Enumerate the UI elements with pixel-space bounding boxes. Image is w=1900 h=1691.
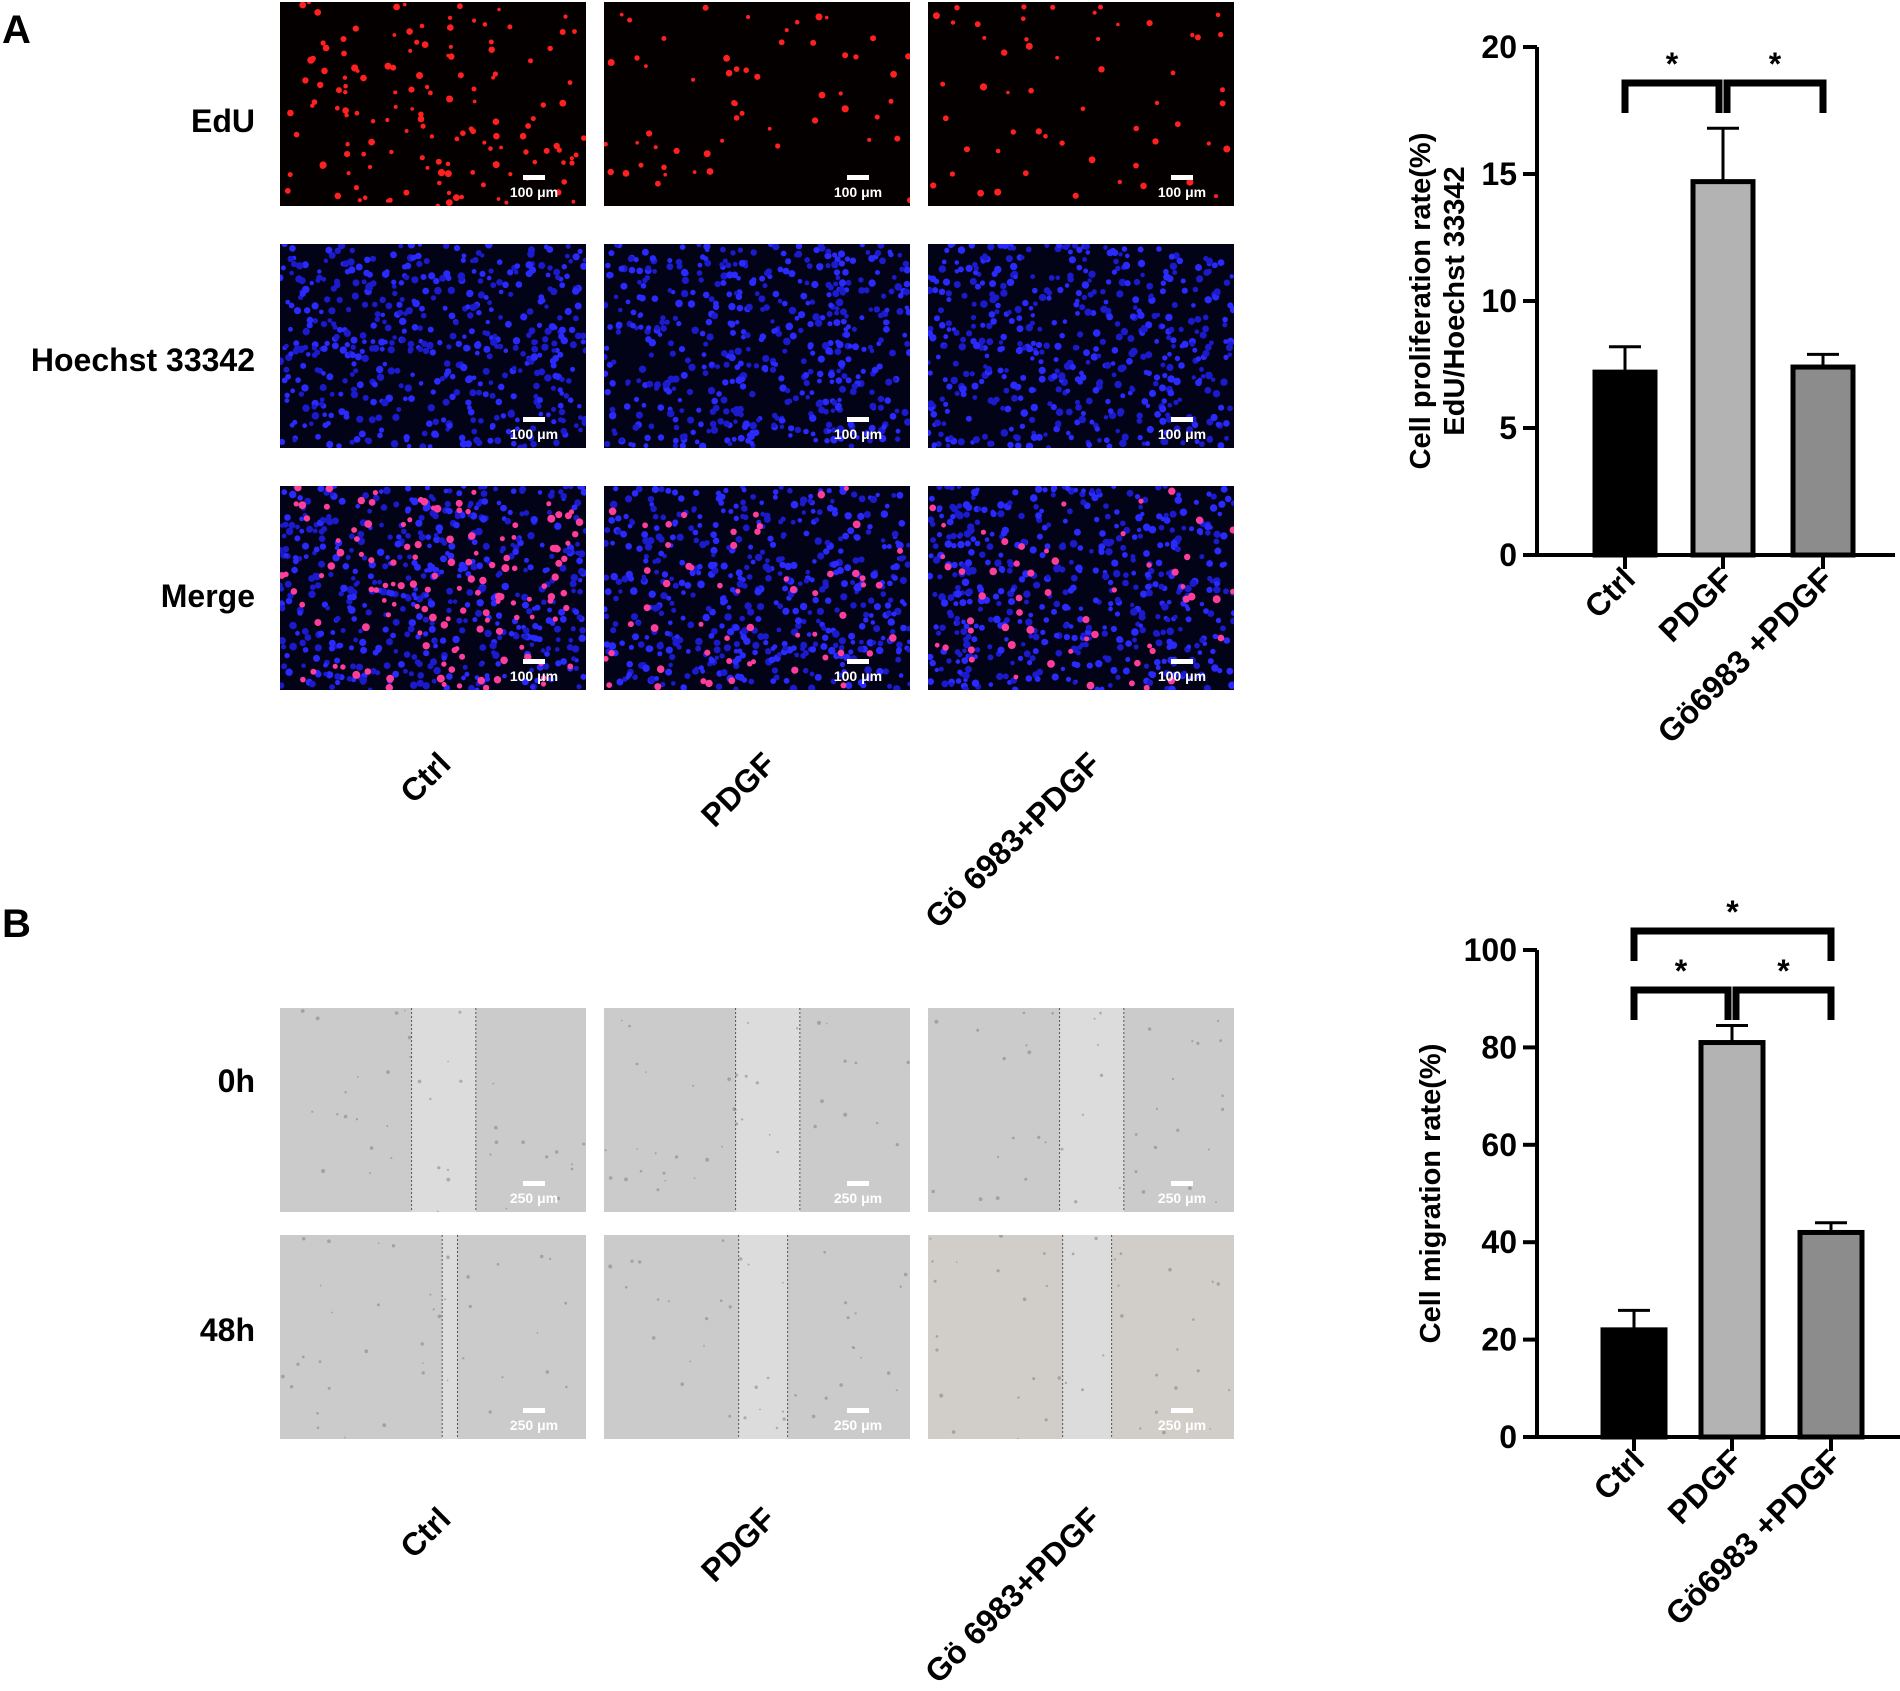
scale-bar-label: 250 μm xyxy=(833,1417,883,1433)
scale-bar: 100 μm xyxy=(496,175,572,200)
scale-bar: 100 μm xyxy=(496,659,572,684)
bar xyxy=(1690,179,1756,558)
bar xyxy=(1797,1229,1865,1440)
x-tick-label: PDGF xyxy=(1661,1442,1749,1530)
row-label-0h: 0h xyxy=(217,1063,255,1099)
micrograph-merge-2: 100 μm xyxy=(928,486,1234,690)
micrograph-scratch48-0: 250 μm xyxy=(280,1235,586,1439)
scale-bar-label: 100 μm xyxy=(1157,426,1207,442)
micrograph-scratch0-1: 250 μm xyxy=(604,1008,910,1212)
proliferation-chart: 0 5 10 15 20 Ctrl PDGF Gö6983 +PDGF * * Cell proli… xyxy=(1380,20,1900,820)
col-label-go6983-b: Gö 6983+PDGF xyxy=(917,1500,1108,1690)
col-label-go6983-a: Gö 6983+PDGF xyxy=(917,745,1108,935)
y-tick-label: 60 xyxy=(1481,1127,1517,1163)
micrograph-edu-1: 100 μm xyxy=(604,2,910,206)
scale-bar-label: 100 μm xyxy=(509,184,559,200)
x-tick-label: Gö6983 +PDGF xyxy=(1658,1442,1848,1632)
significance-label: * xyxy=(1666,46,1679,82)
micrograph-hoechst-2: 100 μm xyxy=(928,244,1234,448)
bar xyxy=(1790,364,1856,558)
significance-label: * xyxy=(1726,894,1739,930)
scale-bar-label: 100 μm xyxy=(509,426,559,442)
scale-bar-label: 100 μm xyxy=(1157,184,1207,200)
panel-b-letter: B xyxy=(2,902,31,946)
significance-label: * xyxy=(1769,46,1782,82)
row-label-48h: 48h xyxy=(199,1312,255,1348)
x-tick-label: Ctrl xyxy=(1587,1442,1651,1506)
micrograph-hoechst-1: 100 μm xyxy=(604,244,910,448)
y-axis-label: Cell migration rate(%) xyxy=(1415,1044,1447,1344)
scale-bar-label: 100 μm xyxy=(833,668,883,684)
micrograph-scratch0-2: 250 μm xyxy=(928,1008,1234,1212)
significance-bracket xyxy=(1630,986,1732,1020)
scale-bar: 250 μm xyxy=(1144,1408,1220,1433)
scale-bar: 100 μm xyxy=(1144,175,1220,200)
y-tick-label: 15 xyxy=(1481,156,1517,192)
significance-bracket xyxy=(1621,79,1723,113)
row-label-hoechst: Hoechst 33342 xyxy=(30,342,255,378)
col-label-pdgf-b: PDGF xyxy=(694,1500,783,1589)
scale-bar: 100 μm xyxy=(496,417,572,442)
col-label-pdgf-a: PDGF xyxy=(694,745,783,834)
scale-bar-label: 100 μm xyxy=(833,426,883,442)
col-label-ctrl-b: Ctrl xyxy=(392,1500,458,1565)
y-tick-label: 20 xyxy=(1481,29,1517,65)
y-tick-label: 5 xyxy=(1499,410,1517,446)
bar xyxy=(1592,369,1658,558)
significance-bracket xyxy=(1723,79,1827,113)
y-tick-label: 100 xyxy=(1464,932,1517,968)
y-tick-label: 0 xyxy=(1499,537,1517,573)
scale-bar-label: 100 μm xyxy=(1157,668,1207,684)
micrograph-edu-2: 100 μm xyxy=(928,2,1234,206)
scale-bar-label: 250 μm xyxy=(833,1190,883,1206)
significance-label: * xyxy=(1777,953,1790,989)
scale-bar: 100 μm xyxy=(1144,417,1220,442)
y-tick-label: 0 xyxy=(1499,1419,1517,1455)
significance-label: * xyxy=(1675,953,1688,989)
scale-bar: 100 μm xyxy=(820,659,896,684)
migration-chart: 0 20 40 60 80 100 Ctrl PDGF Gö6983 +PDGF * * * Cell … xyxy=(1380,894,1900,1672)
y-axis-label-2: EdU/Hoechst 33342 xyxy=(1439,166,1471,435)
panel-a-letter: A xyxy=(2,8,31,52)
scale-bar: 250 μm xyxy=(1144,1181,1220,1206)
y-tick-label: 10 xyxy=(1481,283,1517,319)
col-label-ctrl-a: Ctrl xyxy=(392,745,458,810)
scale-bar-label: 250 μm xyxy=(509,1190,559,1206)
scale-bar: 100 μm xyxy=(1144,659,1220,684)
scale-bar-label: 250 μm xyxy=(509,1417,559,1433)
micrograph-scratch0-0: 250 μm xyxy=(280,1008,586,1212)
significance-bracket xyxy=(1630,927,1835,961)
scale-bar-label: 100 μm xyxy=(509,668,559,684)
micrograph-edu-0: 100 μm xyxy=(280,2,586,206)
row-label-edu: EdU xyxy=(191,103,255,139)
scale-bar-label: 250 μm xyxy=(1157,1190,1207,1206)
y-tick-label: 80 xyxy=(1481,1029,1517,1065)
x-tick-label: Gö6983 +PDGF xyxy=(1650,560,1840,750)
scale-bar: 250 μm xyxy=(496,1408,572,1433)
micrograph-merge-0: 100 μm xyxy=(280,486,586,690)
y-tick-label: 40 xyxy=(1481,1224,1517,1260)
x-tick-label: PDGF xyxy=(1652,560,1740,648)
x-tick-label: Ctrl xyxy=(1578,560,1642,624)
bar xyxy=(1600,1327,1668,1440)
micrograph-hoechst-0: 100 μm xyxy=(280,244,586,448)
y-axis-label: Cell proliferation rate(%) xyxy=(1405,133,1437,470)
significance-bracket xyxy=(1732,986,1835,1020)
scale-bar-label: 250 μm xyxy=(1157,1417,1207,1433)
micrograph-scratch48-1: 250 μm xyxy=(604,1235,910,1439)
scale-bar: 250 μm xyxy=(820,1408,896,1433)
micrograph-scratch48-2: 250 μm xyxy=(928,1235,1234,1439)
y-tick-label: 20 xyxy=(1481,1322,1517,1358)
row-label-merge: Merge xyxy=(160,578,255,614)
scale-bar: 250 μm xyxy=(496,1181,572,1206)
scale-bar: 100 μm xyxy=(820,417,896,442)
scale-bar: 100 μm xyxy=(820,175,896,200)
scale-bar: 250 μm xyxy=(820,1181,896,1206)
micrograph-merge-1: 100 μm xyxy=(604,486,910,690)
scale-bar-label: 100 μm xyxy=(833,184,883,200)
bar xyxy=(1698,1040,1766,1440)
